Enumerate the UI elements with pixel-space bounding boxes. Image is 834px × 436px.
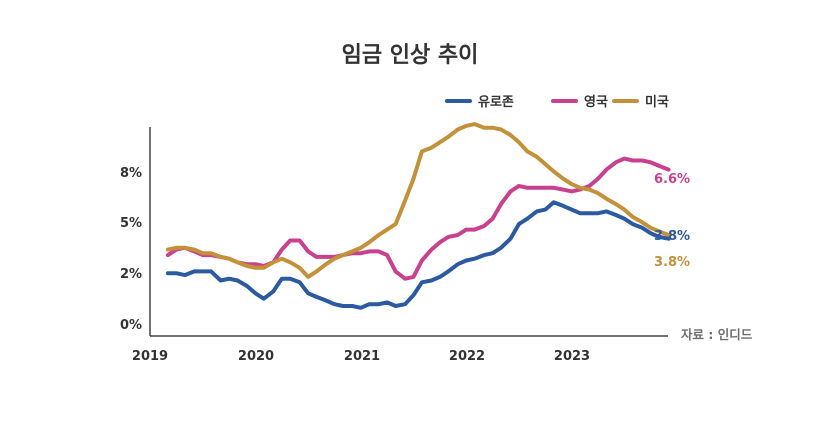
series-line-uk bbox=[165, 156, 671, 281]
y-tick-label: 0% bbox=[120, 318, 142, 333]
end-label-uk: 6.6% bbox=[654, 172, 690, 187]
x-tick-label: 2023 bbox=[554, 349, 590, 364]
legend-label-us: 미국 bbox=[645, 94, 669, 110]
y-ticks: 0% 2% 5% 8% bbox=[120, 166, 142, 333]
end-label-eurozone: 3.8% bbox=[654, 229, 690, 244]
source-note: 자료 : 인디드 bbox=[681, 327, 753, 342]
series-line-us bbox=[165, 122, 671, 279]
chart-title: 임금 인상 추이 bbox=[342, 43, 479, 68]
x-ticks: 2019 2020 2021 2022 2023 bbox=[132, 349, 590, 364]
x-tick-label: 2020 bbox=[238, 349, 274, 364]
y-tick-label: 2% bbox=[120, 267, 142, 282]
legend-label-uk: 영국 bbox=[584, 95, 608, 110]
y-tick-label: 8% bbox=[120, 166, 142, 181]
x-tick-label: 2022 bbox=[449, 349, 485, 364]
x-tick-label: 2021 bbox=[344, 349, 380, 364]
series-layer bbox=[165, 122, 671, 310]
end-label-us: 3.8% bbox=[654, 255, 690, 270]
series-line-eurozone bbox=[165, 200, 671, 310]
legend: 유로존 영국 미국 bbox=[445, 94, 669, 110]
legend-label-eurozone: 유로존 bbox=[478, 95, 514, 110]
x-tick-label: 2019 bbox=[132, 349, 168, 364]
y-tick-label: 5% bbox=[120, 216, 142, 231]
